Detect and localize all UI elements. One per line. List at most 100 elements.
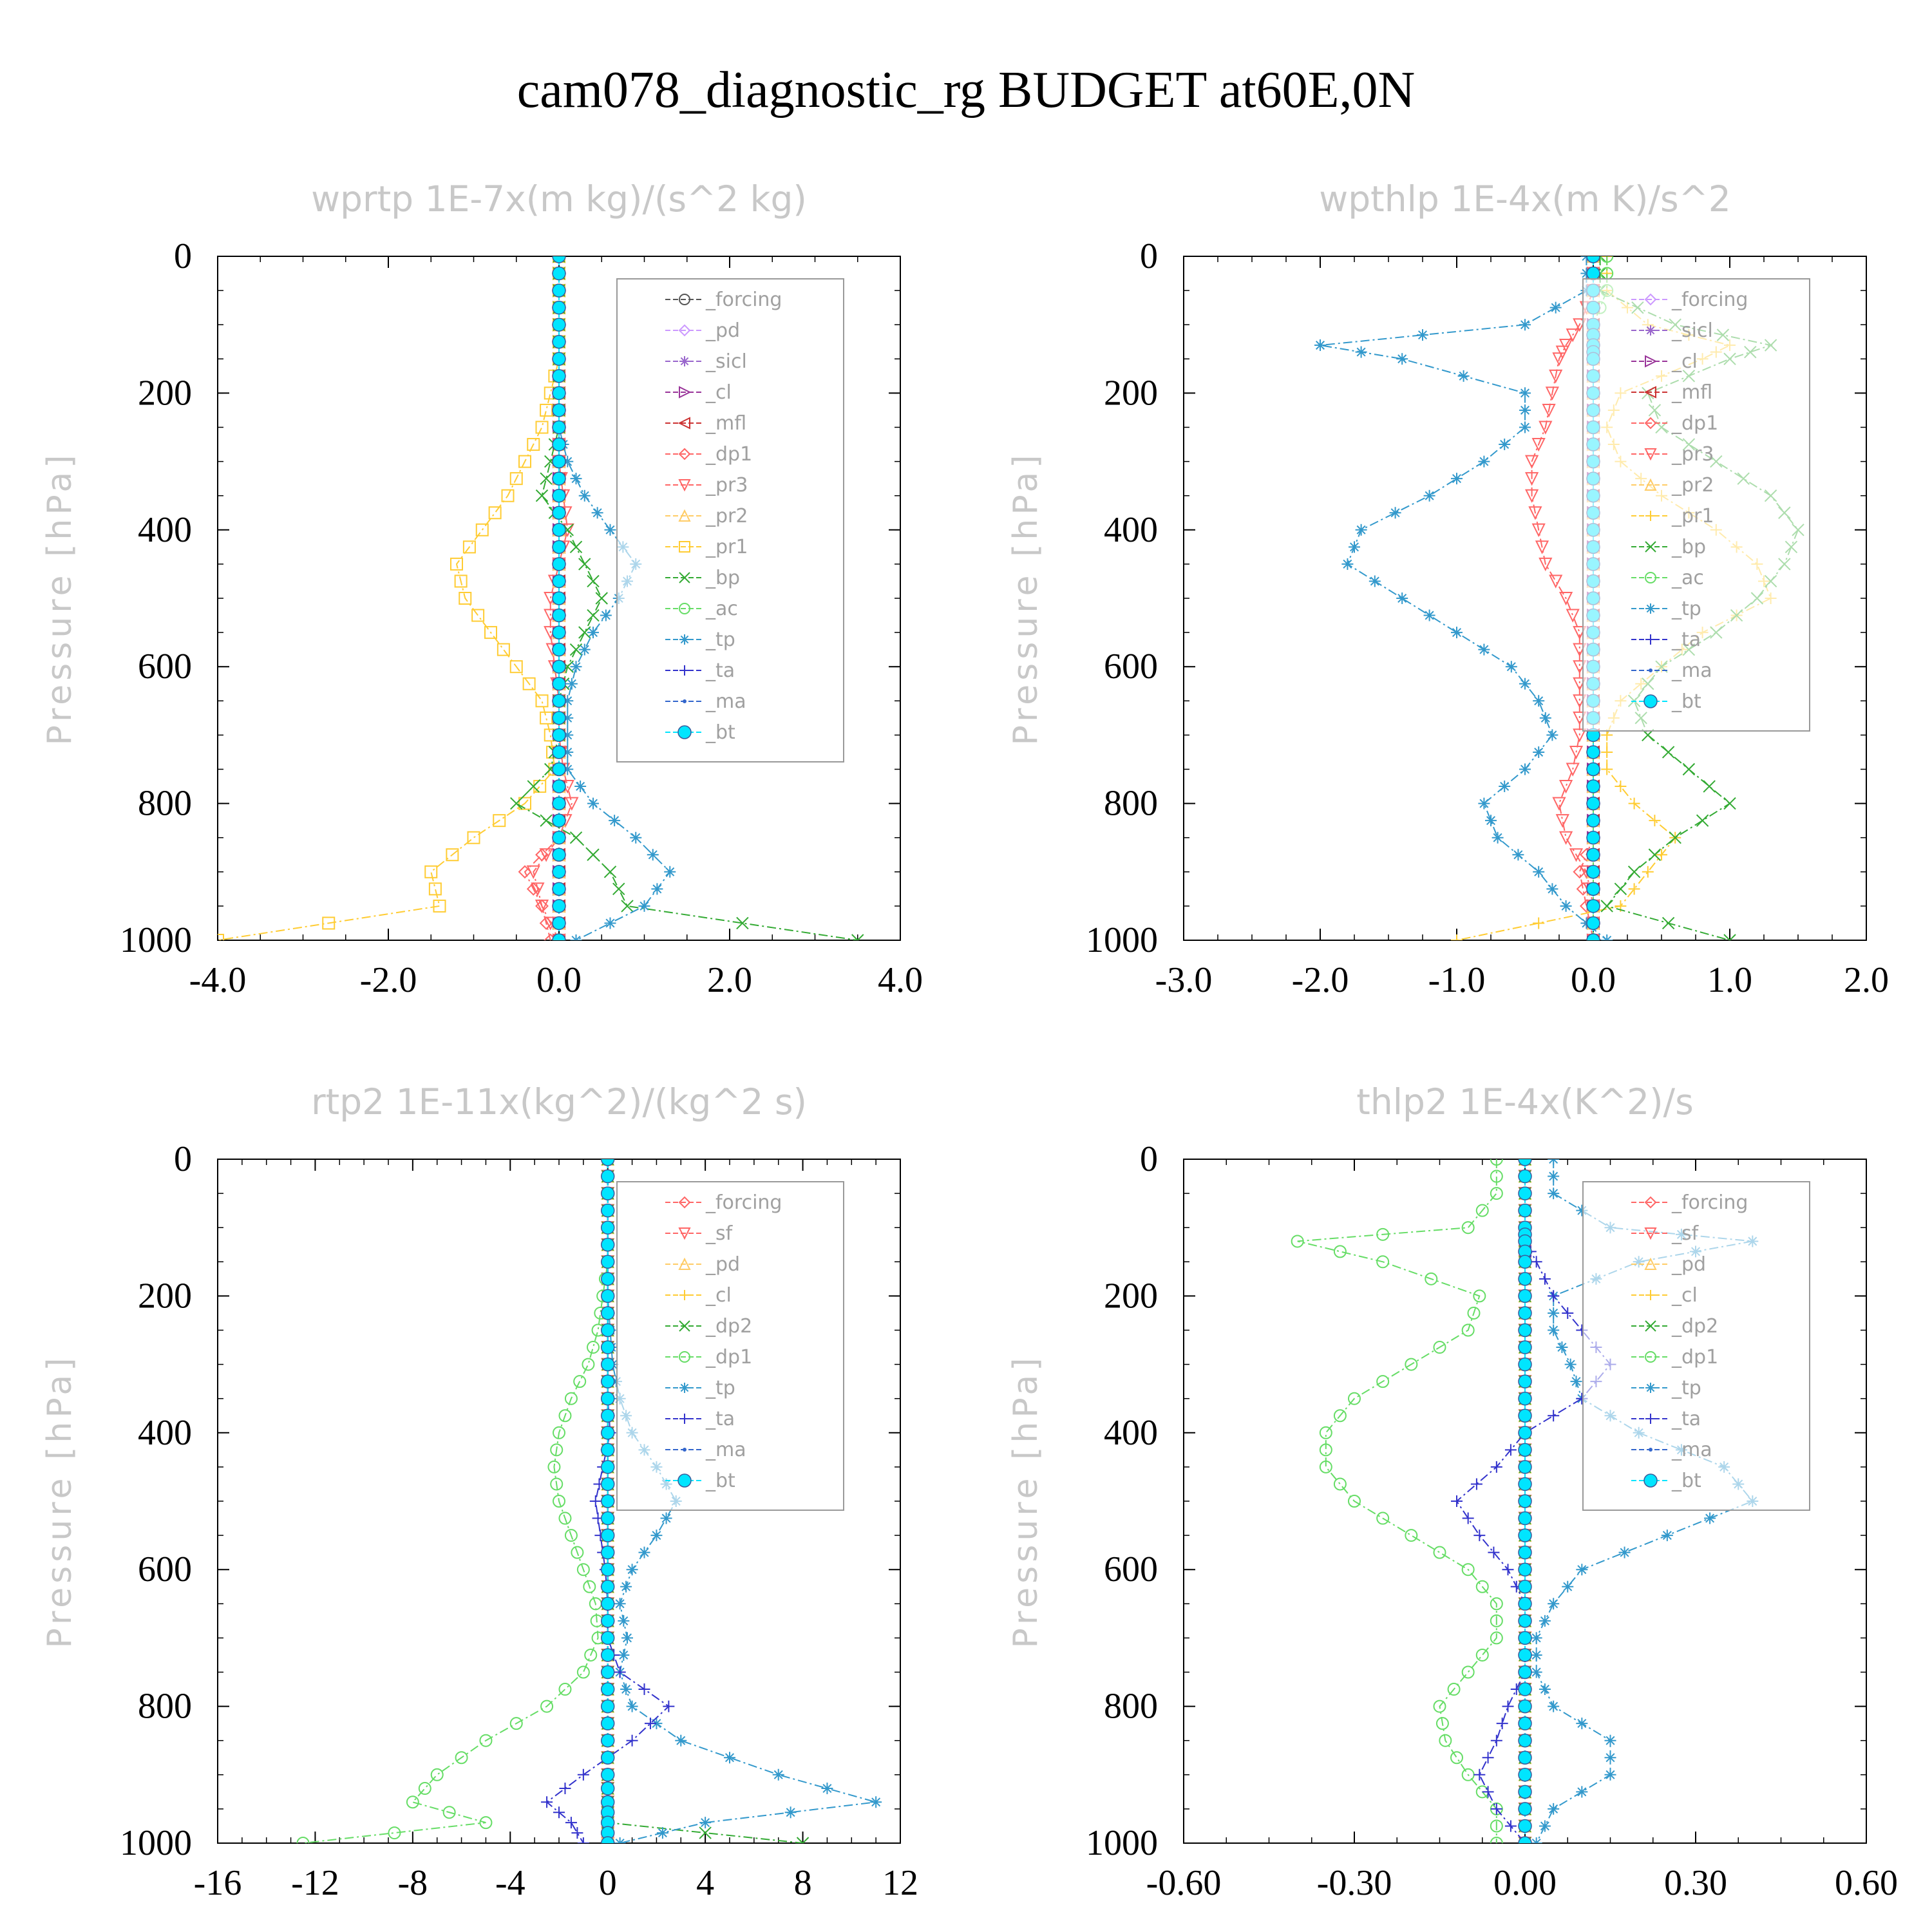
data-point <box>699 1826 712 1839</box>
data-point <box>1518 1272 1532 1286</box>
data-point <box>1519 387 1531 399</box>
y-tick-label: 1000 <box>120 920 192 960</box>
y-tick-label: 800 <box>1104 1687 1158 1727</box>
legend-entry: _bt <box>1631 1470 1701 1492</box>
data-point <box>1600 900 1613 913</box>
data-point <box>600 1682 615 1696</box>
legend-label: _bt <box>705 1470 735 1492</box>
data-point <box>552 574 566 589</box>
legend-entry: _ta <box>1631 629 1701 651</box>
data-point <box>552 386 566 401</box>
data-point <box>1601 763 1613 775</box>
y-tick-label: 200 <box>138 1276 192 1316</box>
data-point <box>618 1649 630 1661</box>
legend-label: _cl <box>1671 350 1698 373</box>
data-point <box>527 780 540 793</box>
y-tick-label: 0 <box>1140 236 1158 276</box>
data-point <box>552 813 566 828</box>
legend-entry: _ma <box>1631 659 1712 682</box>
legend-label: _ma <box>705 1439 746 1461</box>
data-point <box>459 592 472 605</box>
data-point <box>1499 439 1511 451</box>
legend-entry: _pd <box>1631 1253 1706 1276</box>
data-point <box>600 1272 615 1286</box>
data-point <box>1518 1836 1532 1843</box>
data-point <box>1533 695 1545 707</box>
legend-entry: _bt <box>665 721 735 744</box>
data-point <box>675 1734 687 1747</box>
data-point <box>1601 934 1613 940</box>
data-point <box>535 899 549 914</box>
data-point <box>663 1700 675 1712</box>
data-point <box>552 454 566 469</box>
data-point <box>1475 1648 1489 1662</box>
data-point <box>600 1159 615 1166</box>
data-point <box>600 1374 615 1388</box>
data-point <box>1586 813 1600 828</box>
data-point <box>1405 1529 1418 1542</box>
data-point <box>540 711 553 724</box>
data-point <box>552 745 566 759</box>
data-point <box>612 882 625 896</box>
data-point <box>1478 643 1490 656</box>
legend-entry: _bp <box>1631 536 1706 558</box>
data-point <box>552 317 566 332</box>
data-point <box>1451 627 1463 639</box>
data-point <box>1586 916 1600 931</box>
data-point <box>1586 899 1600 913</box>
data-point <box>1669 831 1681 844</box>
legend-entry: _dp2 <box>1631 1315 1718 1338</box>
data-point <box>479 1816 493 1830</box>
data-point <box>784 1806 797 1819</box>
data-point <box>564 1529 578 1542</box>
data-point <box>1573 728 1587 743</box>
data-point <box>1586 796 1600 811</box>
y-tick-label: 400 <box>1104 510 1158 550</box>
data-point <box>1423 609 1435 621</box>
data-point <box>552 256 566 263</box>
x-tick-label: 0.0 <box>1571 960 1616 1000</box>
data-point <box>576 1665 590 1679</box>
data-point <box>1376 1255 1390 1269</box>
data-point <box>547 1460 561 1473</box>
x-tick-label: -3.0 <box>1155 960 1213 1000</box>
data-point <box>1291 1235 1304 1248</box>
data-point <box>430 1768 444 1781</box>
data-point <box>424 865 438 878</box>
data-point <box>600 1391 615 1406</box>
data-point <box>552 659 566 674</box>
data-point <box>1556 1341 1568 1354</box>
data-point <box>1558 780 1573 794</box>
data-point <box>1555 814 1569 828</box>
data-point <box>1417 329 1428 341</box>
x-tick-label: 0.00 <box>1493 1863 1557 1903</box>
data-point <box>1450 1751 1463 1765</box>
legend-label: _mfl <box>705 412 746 435</box>
data-point <box>1490 1803 1502 1815</box>
data-point <box>1435 1717 1449 1730</box>
data-point <box>1704 1512 1716 1524</box>
x-tick-label: 8 <box>794 1863 812 1903</box>
data-point <box>471 609 485 622</box>
y-tick-label: 200 <box>1104 373 1158 413</box>
legend-label: _pr2 <box>1671 474 1714 497</box>
data-point <box>600 1494 615 1508</box>
data-point <box>550 1477 564 1491</box>
legend-entry: _pr2 <box>1631 474 1714 497</box>
y-tick-label: 600 <box>1104 647 1158 687</box>
data-point <box>638 1546 650 1558</box>
data-point <box>570 473 582 485</box>
legend-entry: _cl <box>665 381 732 404</box>
data-point <box>553 1806 565 1819</box>
x-tick-label: 0.60 <box>1835 1863 1898 1903</box>
data-point <box>600 1768 615 1782</box>
legend-entry: _pd <box>665 1253 740 1276</box>
data-point <box>322 916 336 930</box>
data-point <box>591 507 603 519</box>
data-point <box>600 1580 615 1594</box>
data-point <box>614 1837 626 1843</box>
data-point <box>1348 1392 1361 1405</box>
data-point <box>1490 1170 1503 1183</box>
data-point <box>1530 1256 1542 1268</box>
data-point <box>552 352 566 366</box>
